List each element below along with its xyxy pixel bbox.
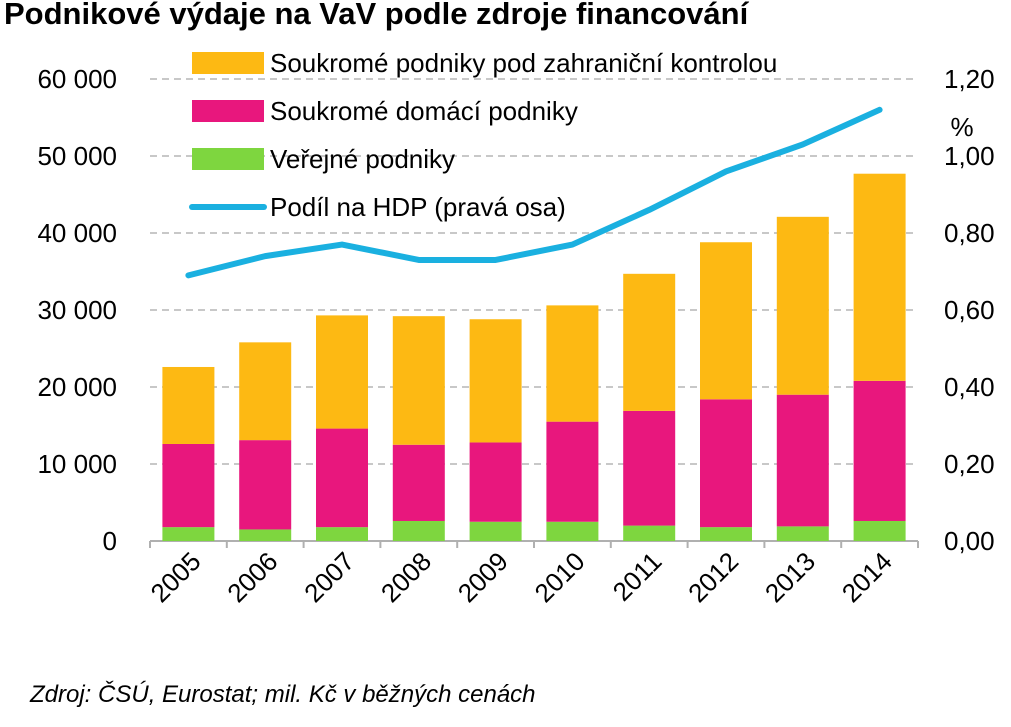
y-left-tick-label: 30 000 (37, 295, 117, 325)
bar-segment (239, 342, 292, 441)
bar-segment (316, 428, 368, 528)
legend-label: Soukromé podniky pod zahraniční kontrolo… (270, 48, 777, 78)
bar-segment (392, 520, 445, 541)
y-right-tick-label: 0,80 (944, 218, 995, 248)
bar-segment (469, 319, 522, 443)
bar-segment (162, 527, 215, 541)
y-right-tick-label: 1,20 (944, 64, 995, 94)
bar-segment (469, 442, 522, 522)
line-series (185, 106, 883, 279)
bar-segment (700, 399, 752, 528)
x-tick-label: 2007 (298, 546, 360, 608)
bar-segment (623, 410, 676, 526)
bar-segment (776, 394, 829, 527)
bar-segment (316, 527, 368, 541)
y-left-tick-label: 0 (103, 526, 117, 556)
bar-segment (546, 521, 599, 541)
x-tick-label: 2008 (375, 546, 437, 608)
bar-segment (776, 526, 829, 541)
y-right-tick-label: 0,00 (944, 526, 995, 556)
bar-segment (546, 421, 599, 522)
x-tick-label: 2006 (221, 546, 283, 608)
x-tick-label: 2011 (607, 546, 668, 607)
bar-segment (162, 366, 215, 444)
line-point (879, 109, 881, 111)
bar-series (162, 173, 906, 541)
legend-label: Veřejné podniky (270, 144, 455, 174)
bar-segment (853, 520, 906, 541)
legend: Soukromé podniky pod zahraniční kontrolo… (189, 48, 777, 222)
y-left-tick-label: 60 000 (37, 64, 117, 94)
y-right-tick-label: 0,40 (944, 372, 995, 402)
y-left-tick-label: 20 000 (37, 372, 117, 402)
line-point (648, 209, 650, 211)
x-tick-label: 2014 (836, 546, 898, 608)
chart-title: Podnikové výdaje na VaV podle zdroje fin… (4, 0, 749, 31)
y-right-axis-label: % (950, 112, 973, 142)
bar-segment (316, 315, 368, 429)
y-left-tick-label: 10 000 (37, 449, 117, 479)
line-point (418, 259, 420, 261)
y-right-tick-label: 1,00 (944, 141, 995, 171)
line-point (187, 274, 189, 276)
line-point (495, 259, 497, 261)
bar-segment (623, 525, 676, 541)
legend-swatch (192, 52, 264, 74)
bar-segment (392, 316, 445, 445)
line-point (802, 143, 804, 145)
x-tick-label: 2010 (529, 546, 591, 608)
legend-label: Soukromé domácí podniky (270, 96, 578, 126)
y-left-tick-label: 50 000 (37, 141, 117, 171)
bar-segment (853, 173, 906, 381)
line-point (264, 255, 266, 257)
x-tick-label: 2005 (145, 546, 207, 608)
x-tick-label: 2012 (682, 546, 744, 608)
line-point (341, 244, 343, 246)
x-tick-label: 2009 (452, 546, 514, 608)
legend-label: Podíl na HDP (pravá osa) (270, 192, 566, 222)
bar-segment (776, 216, 829, 395)
y-left-tick-label: 40 000 (37, 218, 117, 248)
bar-segment (239, 440, 292, 530)
line-point (725, 170, 727, 172)
line-series-path (185, 106, 883, 279)
legend-swatch (192, 100, 264, 122)
y-right-tick-label: 0,60 (944, 295, 995, 325)
bar-segment (853, 380, 906, 521)
x-tick-label: 2013 (759, 546, 821, 608)
y-right-tick-label: 0,20 (944, 449, 995, 479)
bar-segment (162, 443, 215, 528)
source-note: Zdroj: ČSÚ, Eurostat; mil. Kč v běžných … (30, 681, 536, 708)
legend-swatch (192, 148, 264, 170)
bar-segment (392, 444, 445, 521)
bar-segment (239, 529, 292, 541)
bar-segment (469, 521, 522, 541)
bar-segment (546, 305, 599, 422)
bar-segment (700, 527, 752, 541)
bar-segment (623, 273, 676, 411)
line-point (571, 244, 573, 246)
bar-segment (700, 242, 752, 400)
